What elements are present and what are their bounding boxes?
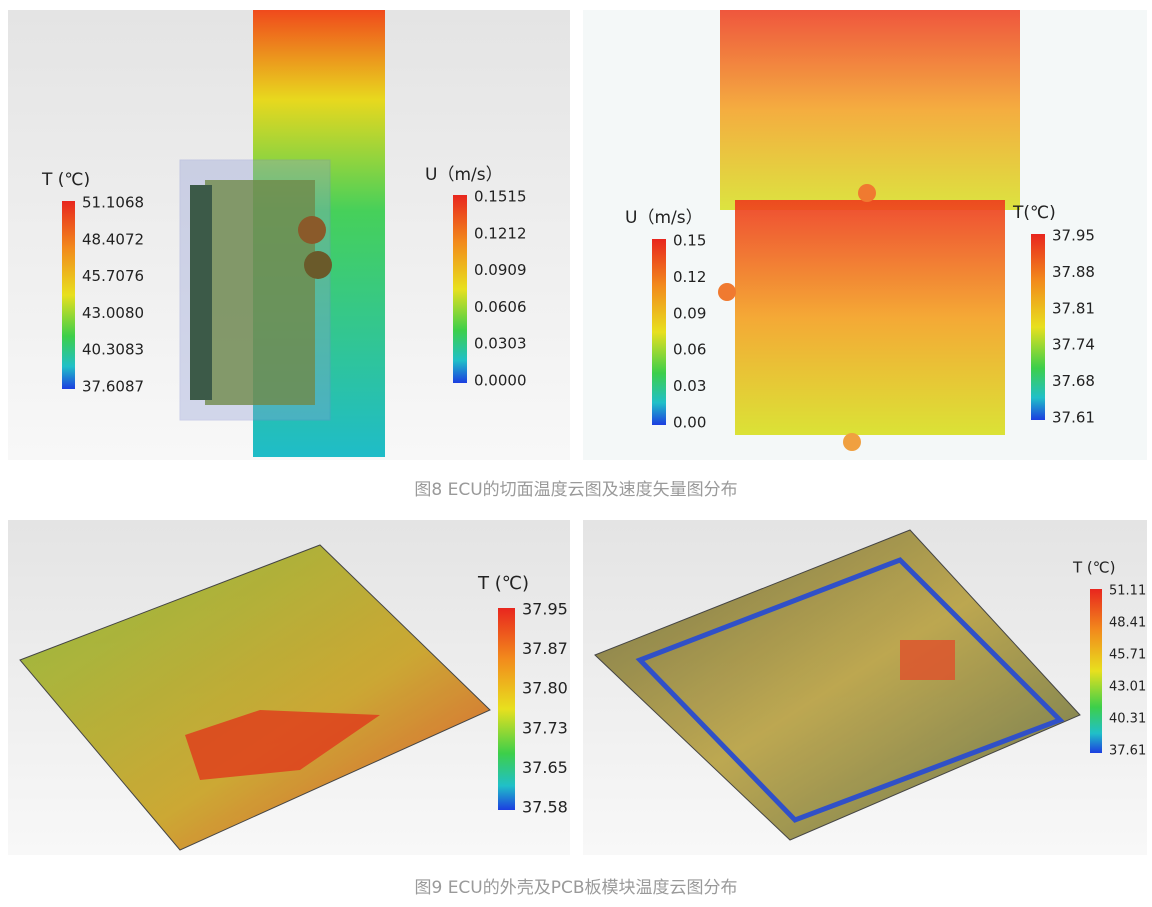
colorbar-label: 37.61 <box>1052 409 1095 427</box>
hot-zone <box>900 640 955 680</box>
colorbar-label: 0.0909 <box>474 261 527 279</box>
caption: 图9 ECU的外壳及PCB板模块温度云图分布 <box>414 878 737 898</box>
colorbar-label: 0.0606 <box>474 298 527 316</box>
colorbar-label: 48.4072 <box>82 230 144 248</box>
colorbar <box>1090 589 1102 753</box>
colorbar-label: 0.0303 <box>474 335 527 353</box>
ecu-side <box>190 185 212 400</box>
colorbar-label: 51.1068 <box>82 194 144 212</box>
colorbar-label: 0.1212 <box>474 224 527 242</box>
colorbar-label: 0.12 <box>673 268 706 286</box>
legend-title: T(℃) <box>1012 203 1056 223</box>
colorbar-label: 40.31 <box>1109 712 1146 727</box>
colorbar-label: 37.81 <box>1052 299 1095 317</box>
colorbar-label: 37.74 <box>1052 336 1095 354</box>
pcb-edge <box>635 557 1065 823</box>
colorbar <box>652 239 666 425</box>
hot-zone <box>185 710 380 780</box>
colorbar-label: 43.01 <box>1109 680 1146 695</box>
colorbar-label: 0.1515 <box>474 188 527 206</box>
colorbar-label: 43.0080 <box>82 304 144 322</box>
colorbar <box>453 195 467 383</box>
colorbar-label: 37.87 <box>522 639 568 658</box>
legend-title: T (℃) <box>41 170 90 190</box>
vector-field <box>720 10 1020 210</box>
colorbar-label: 0.06 <box>673 341 706 359</box>
ecu-board <box>205 180 315 405</box>
legend-title: U（m/s） <box>425 165 503 185</box>
colorbar-label: 0.15 <box>673 232 706 250</box>
vector-field <box>735 200 1005 435</box>
colorbar-label: 0.0000 <box>474 372 527 390</box>
legend-title: T (℃) <box>477 573 529 594</box>
colorbar-label: 48.41 <box>1109 616 1146 631</box>
capacitor <box>298 216 326 244</box>
colorbar-label: 37.88 <box>1052 263 1095 281</box>
ecu-pcb <box>594 529 1081 841</box>
boss <box>858 184 876 202</box>
colorbar-label: 37.68 <box>1052 372 1095 390</box>
colorbar-label: 45.7076 <box>82 267 144 285</box>
colorbar-label: 37.58 <box>522 798 568 817</box>
colorbar-label: 45.71 <box>1109 648 1146 663</box>
colorbar <box>1031 234 1045 420</box>
colorbar <box>498 608 515 810</box>
capacitor <box>304 251 332 279</box>
colorbar-label: 40.3083 <box>82 341 144 359</box>
colorbar-label: 0.03 <box>673 377 706 395</box>
colorbar-label: 37.95 <box>1052 227 1095 245</box>
colorbar-label: 37.95 <box>522 600 568 619</box>
colorbar-label: 37.65 <box>522 758 568 777</box>
legend-title: T (℃) <box>1072 559 1115 577</box>
boss <box>843 433 861 451</box>
colorbar-label: 37.73 <box>522 718 568 737</box>
caption: 图8 ECU的切面温度云图及速度矢量图分布 <box>414 480 737 500</box>
ecu-shell <box>19 544 491 851</box>
colorbar-label: 37.80 <box>522 679 568 698</box>
colorbar-label: 0.09 <box>673 304 706 322</box>
legend-title: U（m/s） <box>625 208 703 228</box>
colorbar-label: 0.00 <box>673 414 706 432</box>
colorbar <box>62 201 75 389</box>
colorbar-label: 51.11 <box>1109 584 1146 599</box>
colorbar-label: 37.6087 <box>82 378 144 396</box>
boss <box>718 283 736 301</box>
colorbar-label: 37.61 <box>1109 744 1146 759</box>
